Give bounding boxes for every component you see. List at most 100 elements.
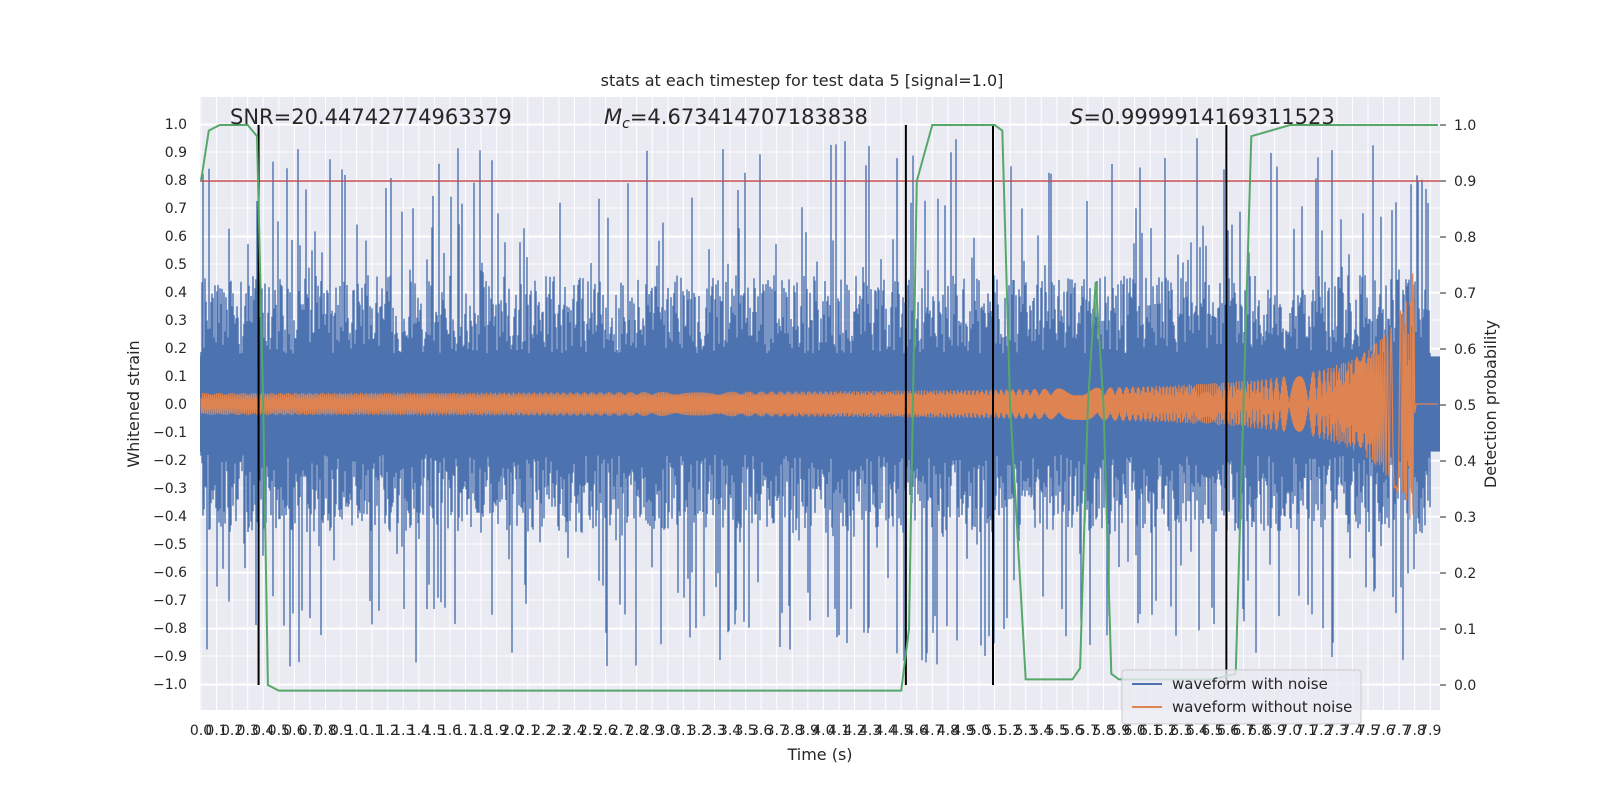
mc-annotation: Mc=4.673414707183838 [604, 105, 868, 132]
y2-tick-6: 0.4 [1454, 454, 1476, 470]
x-tick-5.4: 5.4 [1030, 723, 1052, 739]
x-tick-2.0: 2.0 [501, 723, 523, 739]
y-tick-11: −0.1 [153, 425, 187, 441]
x-tick-1.1: 1.1 [361, 723, 383, 739]
x-tick-3.8: 3.8 [781, 723, 803, 739]
y-tick-10: 0.0 [165, 397, 187, 413]
x-tick-2.2: 2.2 [532, 723, 554, 739]
x-tick-6.7: 6.7 [1232, 723, 1254, 739]
x-tick-7.9: 7.9 [1419, 723, 1441, 739]
y-tick-7: 0.3 [165, 313, 187, 329]
x-tick-4.4: 4.4 [875, 723, 897, 739]
y2-tick-10: 0.0 [1454, 678, 1476, 694]
x-tick-6.0: 6.0 [1123, 723, 1145, 739]
x-tick-6.1: 6.1 [1139, 723, 1161, 739]
x-tick-1.4: 1.4 [408, 723, 430, 739]
y-axis-ticks: 1.0 0.9 0.8 0.7 0.6 0.5 0.4 0.3 0.2 0.1 0.0 −0.1 −0.… [153, 117, 187, 693]
x-tick-7.6: 7.6 [1372, 723, 1394, 739]
x-tick-6.4: 6.4 [1186, 723, 1208, 739]
x-tick-1.6: 1.6 [439, 723, 461, 739]
y-tick-5: 0.5 [165, 257, 187, 273]
x-tick-3.6: 3.6 [750, 723, 772, 739]
snr-annotation: SNR=20.44742774963379 [230, 105, 512, 129]
y-tick-16: −0.6 [153, 565, 187, 581]
x-tick-7.5: 7.5 [1357, 723, 1379, 739]
x-tick-6.2: 6.2 [1155, 723, 1177, 739]
s-annotation: S=0.9999914169311523 [1070, 105, 1335, 129]
y-tick-15: −0.5 [153, 537, 187, 553]
x-tick-4.2: 4.2 [843, 723, 865, 739]
legend: waveform with noise waveform without noi… [1121, 669, 1362, 725]
mc-symbol: M [604, 105, 622, 129]
x-tick-2.3: 2.3 [548, 723, 570, 739]
s-symbol: S [1070, 105, 1083, 129]
x-tick-4.0: 4.0 [812, 723, 834, 739]
x-tick-7.7: 7.7 [1388, 723, 1410, 739]
x-tick-4.1: 4.1 [828, 723, 850, 739]
x-tick-6.6: 6.6 [1217, 723, 1239, 739]
chirp-trace [200, 273, 1438, 520]
x-tick-2.9: 2.9 [641, 723, 663, 739]
x-tick-5.3: 5.3 [1015, 723, 1037, 739]
x-tick-3.3: 3.3 [703, 723, 725, 739]
y-tick-12: −0.2 [153, 453, 187, 469]
x-tick-3.0: 3.0 [657, 723, 679, 739]
y-tick-13: −0.3 [153, 481, 187, 497]
y2-axis-ticks: 1.0 0.9 0.8 0.7 0.6 0.5 0.4 0.3 0.2 0.1 0.0 [1440, 118, 1476, 694]
y2-axis-label: Detection probability [1481, 320, 1500, 488]
x-tick-7.1: 7.1 [1295, 723, 1317, 739]
x-tick-5.8: 5.8 [1092, 723, 1114, 739]
x-tick-7.8: 7.8 [1404, 723, 1426, 739]
mc-value: =4.673414707183838 [630, 105, 868, 129]
x-tick-2.8: 2.8 [626, 723, 648, 739]
x-tick-4.5: 4.5 [890, 723, 912, 739]
x-tick-3.7: 3.7 [766, 723, 788, 739]
x-tick-2.5: 2.5 [579, 723, 601, 739]
x-tick-3.2: 3.2 [688, 723, 710, 739]
y2-tick-7: 0.3 [1454, 510, 1476, 526]
y-tick-3: 0.7 [165, 201, 187, 217]
y-tick-14: −0.4 [153, 509, 187, 525]
y2-tick-4: 0.6 [1454, 342, 1476, 358]
x-tick-7.3: 7.3 [1326, 723, 1348, 739]
x-tick-7.2: 7.2 [1310, 723, 1332, 739]
y-tick-0: 1.0 [165, 117, 187, 133]
x-tick-0.3: 0.3 [237, 723, 259, 739]
x-tick-6.3: 6.3 [1170, 723, 1192, 739]
x-tick-1.9: 1.9 [486, 723, 508, 739]
y2-tick-2: 0.8 [1454, 230, 1476, 246]
x-tick-0.0: 0.0 [190, 723, 212, 739]
y-tick-19: −0.9 [153, 649, 187, 665]
x-tick-1.2: 1.2 [377, 723, 399, 739]
x-tick-4.7: 4.7 [921, 723, 943, 739]
legend-box [1121, 669, 1362, 725]
x-tick-1.5: 1.5 [423, 723, 445, 739]
y-axis-label: Whitened strain [124, 340, 143, 467]
x-axis-ticks: 0.00.10.20.30.40.50.60.70.80.91.01.11.21… [190, 723, 1442, 739]
x-tick-3.9: 3.9 [797, 723, 819, 739]
x-tick-7.0: 7.0 [1279, 723, 1301, 739]
x-tick-5.2: 5.2 [999, 723, 1021, 739]
y-tick-9: 0.1 [165, 369, 187, 385]
x-tick-0.1: 0.1 [205, 723, 227, 739]
y2-tick-9: 0.1 [1454, 622, 1476, 638]
y2-tick-1: 0.9 [1454, 174, 1476, 190]
x-tick-0.6: 0.6 [283, 723, 305, 739]
y-tick-2: 0.8 [165, 173, 187, 189]
legend-label-noise: waveform with noise [1172, 675, 1328, 693]
x-tick-4.9: 4.9 [952, 723, 974, 739]
x-tick-1.7: 1.7 [454, 723, 476, 739]
x-tick-5.6: 5.6 [1061, 723, 1083, 739]
x-tick-4.3: 4.3 [859, 723, 881, 739]
x-tick-0.4: 0.4 [252, 723, 274, 739]
y-tick-4: 0.6 [165, 229, 187, 245]
x-tick-5.7: 5.7 [1077, 723, 1099, 739]
x-tick-2.1: 2.1 [517, 723, 539, 739]
x-tick-1.8: 1.8 [470, 723, 492, 739]
x-tick-4.8: 4.8 [937, 723, 959, 739]
x-tick-6.5: 6.5 [1201, 723, 1223, 739]
x-tick-3.1: 3.1 [672, 723, 694, 739]
y2-tick-0: 1.0 [1454, 118, 1476, 134]
mc-subscript: c [622, 116, 630, 132]
x-tick-5.1: 5.1 [983, 723, 1005, 739]
